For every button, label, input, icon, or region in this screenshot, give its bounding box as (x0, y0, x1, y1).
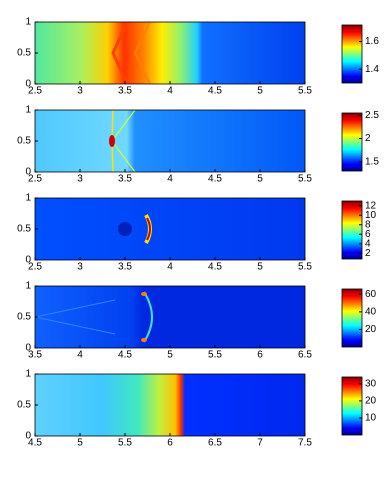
colorbar (341, 200, 363, 260)
colorbar-tick-label: 2 (365, 133, 371, 144)
y-tick-label: 1 (25, 369, 31, 380)
x-tick-label: 3 (77, 262, 83, 273)
colorbar-tick-label: 1.5 (365, 156, 379, 167)
x-tick-label: 5.5 (298, 262, 312, 273)
x-tick-label: 5 (257, 174, 263, 185)
y-tick-label: 0.5 (17, 224, 31, 235)
x-tick-label: 6 (167, 438, 173, 449)
colorbar-tick-label: 12 (365, 200, 377, 211)
colorbar (341, 112, 363, 172)
x-tick-label: 4.5 (208, 174, 222, 185)
colorbar-tick-label: 60 (365, 289, 377, 300)
y-tick-label: 0 (25, 79, 31, 90)
y-tick-label: 0.5 (17, 312, 31, 323)
x-tick-label: 4 (167, 86, 173, 97)
field-art (34, 21, 305, 436)
x-tick-label: 2.5 (28, 86, 42, 97)
x-tick-label: 4 (167, 262, 173, 273)
colorbar-tick-label: 10 (365, 413, 377, 424)
y-tick-label: 0.5 (17, 136, 31, 147)
colorbar-tick-label: 40 (365, 306, 377, 317)
x-tick-label: 5 (257, 262, 263, 273)
x-tick-label: 4.5 (208, 86, 222, 97)
x-tick-label: 3.5 (118, 174, 132, 185)
x-tick-label: 3.5 (118, 86, 132, 97)
colorbar-tick-label: 2.5 (365, 110, 379, 121)
colorbar-tick-label: 1.6 (365, 36, 379, 47)
y-tick-label: 0.5 (17, 48, 31, 59)
colorbar-tick-label: 6 (365, 229, 371, 240)
x-tick-label: 4.5 (118, 350, 132, 361)
x-tick-label: 6 (257, 350, 263, 361)
y-tick-label: 0 (25, 343, 31, 354)
x-tick-label: 7 (257, 438, 263, 449)
x-tick-label: 2.5 (28, 262, 42, 273)
y-tick-label: 0.5 (17, 400, 31, 411)
y-tick-label: 0 (25, 431, 31, 442)
colorbar-tick-label: 4 (365, 238, 371, 249)
colorbar-tick-label: 20 (365, 396, 377, 407)
x-tick-label: 3 (77, 86, 83, 97)
colorbar-tick-label: 20 (365, 324, 377, 335)
y-tick-label: 0 (25, 167, 31, 178)
x-tick-label: 6.5 (298, 350, 312, 361)
x-tick-label: 5 (167, 350, 173, 361)
y-tick-label: 1 (25, 17, 31, 28)
colorbar-tick-label: 8 (365, 219, 371, 230)
x-tick-label: 7.5 (298, 438, 312, 449)
colorbar (341, 288, 363, 348)
colorbar-tick-label: 1.4 (365, 64, 379, 75)
y-tick-label: 1 (25, 193, 31, 204)
x-tick-label: 3 (77, 174, 83, 185)
colorbar-tick-label: 10 (365, 210, 377, 221)
x-tick-label: 2.5 (28, 174, 42, 185)
x-tick-label: 5.5 (208, 350, 222, 361)
colorbar-tick-label: 2 (365, 248, 371, 259)
x-tick-label: 5 (77, 438, 83, 449)
x-tick-label: 4 (167, 174, 173, 185)
y-tick-label: 1 (25, 281, 31, 292)
x-tick-label: 4.5 (208, 262, 222, 273)
x-tick-label: 4.5 (28, 438, 42, 449)
y-tick-label: 0 (25, 255, 31, 266)
x-tick-label: 6.5 (208, 438, 222, 449)
y-tick-label: 1 (25, 105, 31, 116)
x-tick-label: 3.5 (28, 350, 42, 361)
x-tick-label: 5.5 (298, 174, 312, 185)
x-tick-label: 5 (257, 86, 263, 97)
colorbar (341, 24, 363, 84)
x-tick-label: 3.5 (118, 262, 132, 273)
x-tick-label: 4 (77, 350, 83, 361)
colorbar-tick-label: 30 (365, 378, 377, 389)
colorbar (341, 376, 363, 436)
x-tick-label: 5.5 (298, 86, 312, 97)
x-tick-label: 5.5 (118, 438, 132, 449)
